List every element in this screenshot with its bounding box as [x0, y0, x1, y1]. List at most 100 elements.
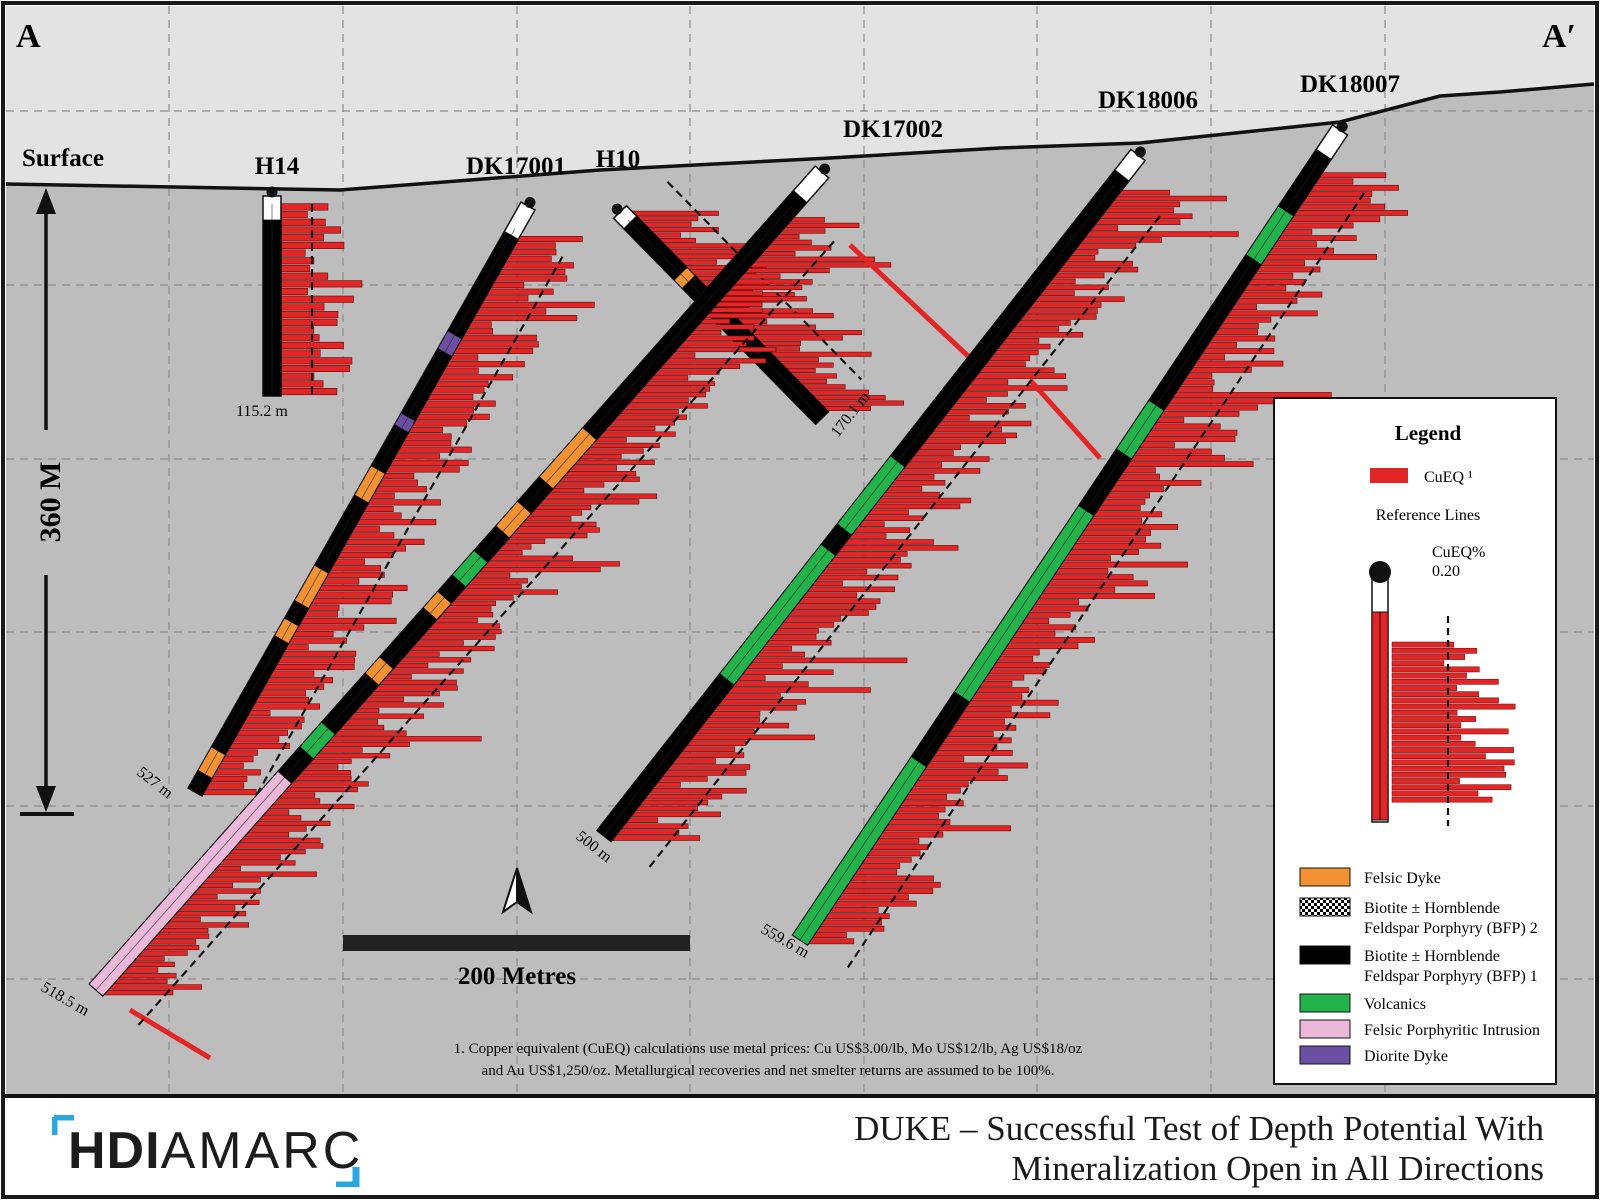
cueq-bar: [852, 527, 911, 533]
cueq-bar: [310, 598, 392, 605]
cueq-bar: [810, 580, 843, 587]
cueq-bar: [463, 583, 522, 590]
cueq-bar: [1318, 172, 1387, 179]
cueq-bar: [503, 538, 546, 544]
cueq-bar: [625, 817, 659, 824]
cueq-bar: [834, 551, 908, 557]
reference-line-0-20: [646, 215, 1161, 871]
cueq-bar: [1033, 599, 1080, 606]
cueq-bar: [1019, 314, 1097, 320]
legend-swatch: [1299, 993, 1351, 1013]
legend-unit-label: Feldspar Porphyry (BFP) 1: [1364, 968, 1538, 985]
cueq-bar: [313, 753, 391, 759]
legend-ref-value: 0.20: [1432, 563, 1460, 580]
cueq-bar: [122, 967, 159, 973]
cueq-bar: [769, 351, 872, 357]
cueq-bar: [288, 781, 369, 787]
cueq-bar: [1159, 410, 1240, 417]
hole-centre-line: [799, 162, 1319, 941]
cueq-bar: [403, 433, 452, 440]
cueq-bar: [381, 473, 415, 480]
cueq-bar: [329, 565, 382, 572]
cueq-bar: [280, 357, 353, 365]
cueq-bar: [303, 764, 339, 770]
cueq-bar: [1171, 392, 1332, 398]
cueq-bar: [643, 380, 716, 386]
cueq-bar: [933, 750, 1013, 756]
cueq-bar: [968, 379, 1009, 385]
cueq-bar: [699, 722, 790, 729]
cueq-bar: [261, 683, 325, 690]
legend-unit-label: Felsic Porphyritic Intrusion: [1364, 1022, 1540, 1039]
cueq-bar: [676, 752, 745, 758]
cueq-bar: [903, 462, 943, 468]
cueq-bar: [639, 799, 708, 806]
cueq-bar: [958, 712, 1051, 719]
cueq-bar: [513, 527, 600, 533]
cueq-bar: [512, 242, 556, 249]
cueq-bar: [718, 296, 807, 302]
cueq-bar: [438, 612, 494, 618]
cueq-bar: [1050, 574, 1134, 581]
cueq-bar: [857, 863, 901, 869]
cueq-bar: [638, 386, 711, 392]
cueq-bar: [647, 227, 719, 233]
hole-label-h14: H14: [255, 153, 300, 180]
cueq-bar: [437, 374, 514, 381]
footnote-line-1: 1. Copper equivalent (CuEQ) calculations…: [454, 1041, 1083, 1057]
cueq-bar: [662, 770, 747, 776]
cueq-bar: [693, 324, 755, 330]
cueq-bar: [396, 446, 472, 453]
cueq-bar: [422, 400, 496, 407]
legend-sample-bar: [1391, 641, 1455, 648]
legend-sample-bar: [1391, 654, 1466, 660]
cueq-bar: [308, 758, 352, 764]
footer: HDIAMARC DUKE – Successful Test of Depth…: [0, 1097, 1600, 1200]
cueq-bar: [548, 487, 585, 494]
cueq-bar: [239, 723, 302, 730]
cueq-bar: [1028, 378, 1102, 460]
cueq-bar: [618, 408, 679, 415]
cueq-bar: [608, 420, 675, 426]
cueq-bar: [954, 718, 1005, 725]
cueq-bar: [907, 787, 961, 794]
cueq-bar: [573, 459, 655, 465]
cueq-bar: [385, 466, 460, 473]
cueq-bar: [713, 301, 763, 307]
figure-title-line-1: DUKE – Successful Test of Depth Potentia…: [854, 1109, 1544, 1148]
cueq-bar: [1103, 207, 1174, 214]
cueq-bar: [1247, 279, 1306, 285]
cueq-bar: [1129, 454, 1225, 461]
cueq-bar: [516, 235, 583, 243]
cueq-histogram-dk17001: [201, 235, 595, 796]
north-arrow-icon: [501, 867, 533, 915]
cueq-bar: [1005, 331, 1084, 338]
cueq-bar: [1108, 486, 1164, 493]
cueq-bar: [874, 837, 920, 844]
cueq-bar: [473, 572, 511, 578]
cueq-bar: [722, 693, 781, 699]
cueq-bar: [738, 273, 781, 279]
cueq-bar: [107, 984, 202, 990]
cueq-bar: [1146, 429, 1238, 436]
cueq-bar: [832, 900, 917, 907]
cueq-bar: [959, 391, 1008, 397]
cueq-bar: [278, 792, 316, 798]
cueq-bar: [642, 221, 692, 227]
cueq-bar: [1062, 555, 1111, 562]
cueq-bar: [392, 453, 440, 460]
cueq-bar: [899, 468, 981, 474]
cueq-bar: [1209, 335, 1276, 342]
cueq-bar: [205, 782, 245, 789]
cueq-bar: [666, 764, 751, 770]
cueq-bar: [991, 349, 1039, 356]
cueq-bar: [280, 311, 339, 319]
cueq-bar: [683, 335, 755, 341]
legend-sample-bar: [1391, 722, 1462, 729]
cueq-bar: [1000, 649, 1040, 656]
cueq-bar: [201, 789, 257, 796]
cueq-bar: [787, 610, 869, 616]
cueq-bar: [745, 663, 783, 670]
cueq-bar: [280, 388, 338, 396]
cueq-bar: [1297, 203, 1385, 210]
